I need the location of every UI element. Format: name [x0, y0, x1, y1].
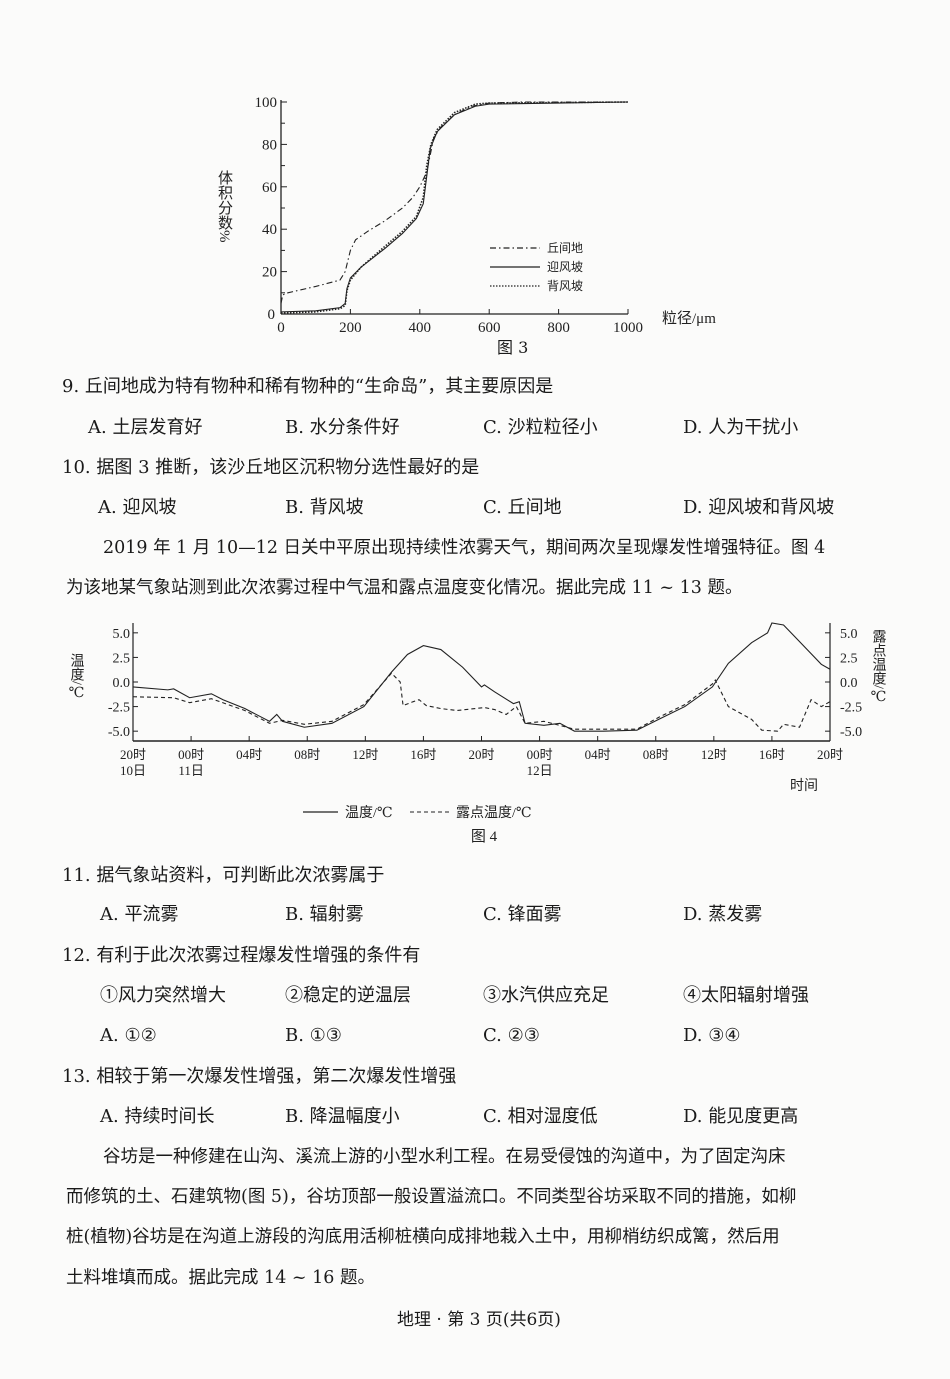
- x-tick-label: 08时: [294, 747, 320, 762]
- q12-item: ①风力突然增大: [100, 985, 226, 1006]
- x-tick-date-label: 11日: [178, 763, 204, 778]
- q9-option-d: D. 人为干扰小: [683, 417, 799, 438]
- question-10-stem: 10. 据图 3 推断，该沙丘地区沉积物分选性最好的是: [62, 457, 480, 478]
- intro-paragraph-line: 土料堆填而成。据此完成 14 ~ 16 题。: [66, 1268, 375, 1288]
- x-tick-label: 20时: [120, 747, 146, 762]
- left-y-tick-label: -2.5: [108, 701, 130, 716]
- legend-label: 迎风坡: [547, 260, 583, 274]
- legend-label: 背风坡: [547, 279, 583, 293]
- x-tick-label: 0: [277, 320, 285, 336]
- q11-option-d: D. 蒸发雾: [683, 904, 763, 925]
- right-y-tick-label: 0.0: [840, 676, 858, 691]
- x-tick-label: 00时: [178, 747, 204, 762]
- right-y-tick-label: 5.0: [840, 627, 858, 642]
- q9-option-a: A. 土层发育好: [88, 417, 203, 438]
- q11-option-c: C. 锋面雾: [483, 904, 562, 925]
- figure-3-caption: 图 3: [497, 338, 529, 357]
- q10-option-a: A. 迎风坡: [98, 497, 177, 518]
- legend-label: 丘间地: [547, 241, 583, 255]
- x-tick-label: 08时: [643, 747, 669, 762]
- x-tick-label: 04时: [236, 747, 262, 762]
- left-y-tick-label: -5.0: [108, 725, 130, 740]
- x-tick-label: 20时: [468, 747, 494, 762]
- q12-item: ③水汽供应充足: [483, 985, 609, 1006]
- right-y-axis-label: 露点温度/℃: [871, 629, 887, 705]
- question-13-stem: 13. 相较于第一次爆发性增强，第二次爆发性增强: [62, 1066, 457, 1087]
- x-tick-label: 400: [409, 320, 432, 336]
- figure-4-caption: 图 4: [471, 828, 498, 845]
- series-line-2: [280, 101, 629, 314]
- figure-4-chart: 5.0 5.02.5 2.50.0 0.0-2.5 -2.5-5.0 -5.020时10日…: [69, 622, 887, 845]
- y-tick-label: 0: [268, 307, 276, 323]
- x-tick-label: 16时: [410, 747, 436, 762]
- q12-option-b: B. ①③: [285, 1025, 342, 1046]
- series-line-0: [132, 622, 831, 732]
- x-tick-label: 16时: [759, 747, 785, 762]
- question-9-stem: 9. 丘间地成为特有物种和稀有物种的“生命岛”，其主要原因是: [62, 376, 554, 397]
- q13-option-a: A. 持续时间长: [100, 1106, 215, 1127]
- intro-paragraph-line: 2019 年 1 月 10—12 日关中平原出现持续性浓雾天气，期间两次呈现爆发…: [103, 538, 826, 558]
- x-tick-label: 200: [339, 320, 362, 336]
- q11-option-a: A. 平流雾: [100, 904, 179, 925]
- left-y-axis-label: 温度/℃: [69, 653, 85, 701]
- q13-option-b: B. 降温幅度小: [285, 1106, 400, 1127]
- q12-item: ②稳定的逆温层: [285, 985, 411, 1006]
- legend-label: 露点温度/℃: [456, 805, 532, 821]
- q10-option-d: D. 迎风坡和背风坡: [683, 497, 835, 518]
- y-tick-label: 40: [262, 222, 277, 238]
- q12-option-a: A. ①②: [100, 1025, 157, 1046]
- right-y-tick-label: -5.0: [840, 725, 862, 740]
- intro-paragraph-line: 桩(植物)谷坊是在沟道上游段的沟底用活柳桩横向成排地栽入土中，用柳梢纺织成篱，然…: [66, 1227, 780, 1247]
- q11-option-b: B. 辐射雾: [285, 904, 364, 925]
- y-tick-label: 100: [255, 95, 278, 111]
- y-tick-label: 60: [262, 180, 277, 196]
- q13-option-c: C. 相对湿度低: [483, 1106, 598, 1127]
- x-tick-date-label: 10日: [120, 763, 146, 778]
- right-y-tick-label: -2.5: [840, 701, 862, 716]
- x-tick-label: 1000: [613, 320, 643, 336]
- x-tick-label: 800: [547, 320, 570, 336]
- question-12-stem: 12. 有利于此次浓雾过程爆发性增强的条件有: [62, 945, 421, 966]
- x-axis-label: 时间: [790, 778, 818, 794]
- q13-option-d: D. 能见度更高: [683, 1106, 799, 1127]
- x-tick-label: 600: [478, 320, 501, 336]
- intro-paragraph-line: 为该地某气象站测到此次浓雾过程中气温和露点温度变化情况。据此完成 11 ~ 13…: [66, 578, 743, 598]
- left-y-tick-label: 5.0: [113, 627, 131, 642]
- q12-option-c: C. ②③: [483, 1025, 540, 1046]
- x-tick-label: 12时: [701, 747, 727, 762]
- page-footer: 地理 · 第 3 页(共6页): [397, 1310, 561, 1330]
- y-tick-label: 80: [262, 137, 277, 153]
- x-tick-label: 04时: [585, 747, 611, 762]
- question-11-stem: 11. 据气象站资料，可判断此次浓雾属于: [62, 865, 385, 886]
- legend-label: 温度/℃: [345, 805, 393, 821]
- q12-item: ④太阳辐射增强: [683, 985, 809, 1006]
- y-axis-label: 体积分数%: [216, 170, 233, 243]
- x-tick-date-label: 12日: [527, 763, 553, 778]
- series-line-0: [280, 101, 628, 304]
- right-y-tick-label: 2.5: [840, 651, 858, 666]
- x-tick-label: 00时: [527, 747, 553, 762]
- x-tick-label: 20时: [817, 747, 843, 762]
- left-y-tick-label: 2.5: [113, 651, 131, 666]
- left-y-tick-label: 0.0: [113, 676, 131, 691]
- y-tick-label: 20: [262, 265, 277, 281]
- x-axis-label: 粒径/μm: [662, 310, 716, 327]
- q10-option-c: C. 丘间地: [483, 497, 562, 518]
- q9-option-b: B. 水分条件好: [285, 417, 400, 438]
- series-line-1: [132, 672, 831, 732]
- q12-option-d: D. ③④: [683, 1025, 741, 1046]
- x-tick-label: 12时: [352, 747, 378, 762]
- q10-option-b: B. 背风坡: [285, 497, 364, 518]
- q9-option-c: C. 沙粒粒径小: [483, 417, 598, 438]
- intro-paragraph-line: 而修筑的土、石建筑物(图 5)，谷坊顶部一般设置溢流口。不同类型谷坊采取不同的措…: [66, 1187, 797, 1207]
- intro-paragraph-line: 谷坊是一种修建在山沟、溪流上游的小型水利工程。在易受侵蚀的沟道中，为了固定沟床: [103, 1147, 786, 1167]
